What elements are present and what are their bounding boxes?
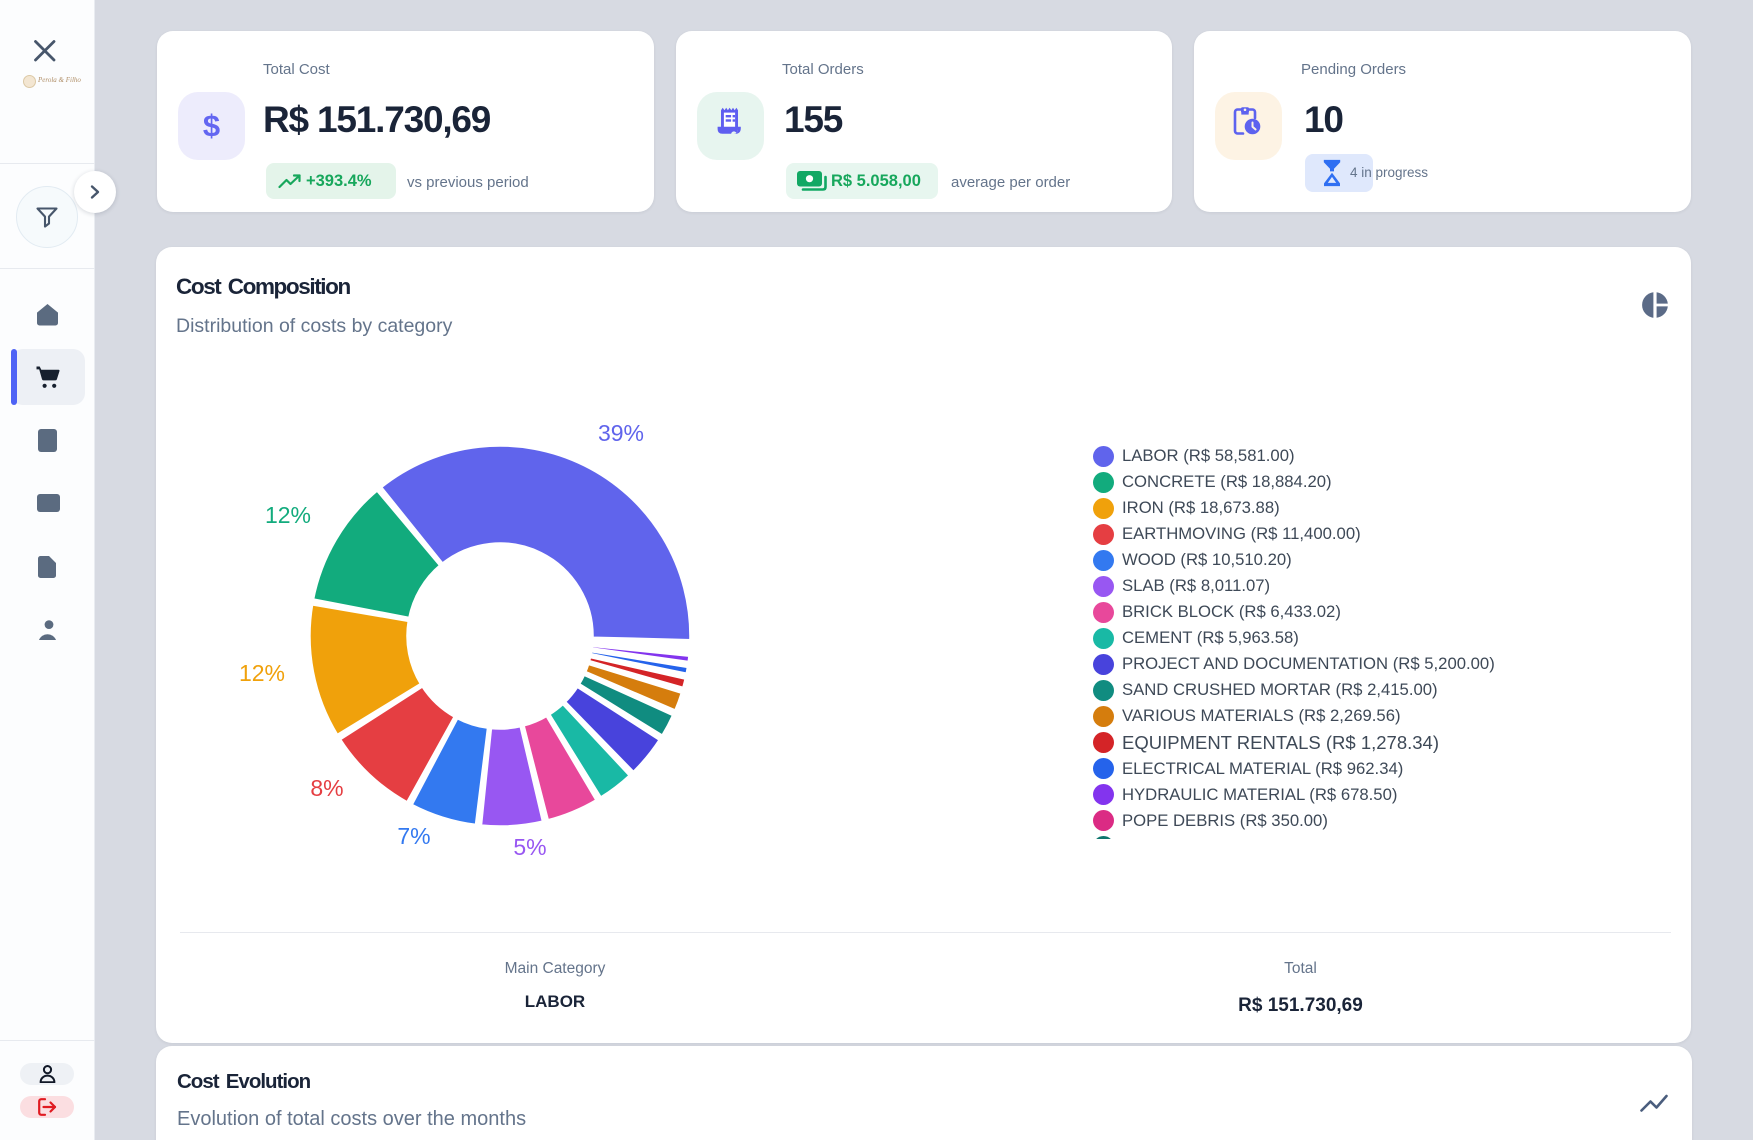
svg-text:7%: 7% xyxy=(397,823,430,849)
svg-text:5%: 5% xyxy=(513,834,546,860)
svg-text:8%: 8% xyxy=(310,775,343,801)
svg-text:12%: 12% xyxy=(239,660,285,686)
svg-text:39%: 39% xyxy=(598,420,644,446)
svg-text:12%: 12% xyxy=(265,502,311,528)
